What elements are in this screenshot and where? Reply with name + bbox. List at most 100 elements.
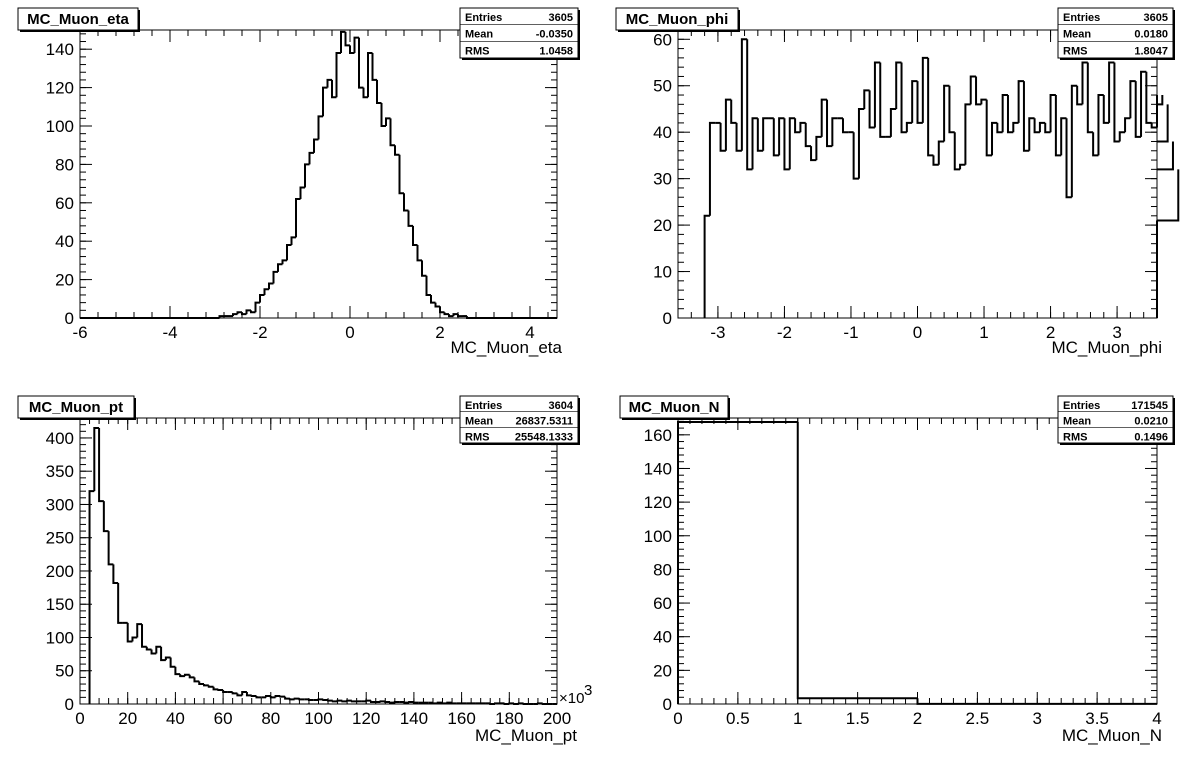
x-axis: -3 -2 -1 0 1 2 3 (677, 30, 1145, 342)
x-tick-label: -1 (843, 323, 858, 342)
plot-frame (79, 29, 558, 319)
histogram-bin (1102, 95, 1110, 124)
histogram-bin (1118, 131, 1126, 142)
y-tick-label: 250 (46, 529, 74, 548)
histogram-bin (255, 696, 262, 699)
histogram-bin (290, 236, 296, 246)
x-tick-label: -3 (710, 323, 725, 342)
histogram-bin (188, 674, 195, 679)
x-tick-label: 20 (118, 709, 137, 728)
stats-key-rms: RMS (1063, 45, 1087, 57)
histogram-bin (703, 214, 710, 318)
y-tick-label: 60 (653, 30, 672, 49)
histogram-bin (1145, 71, 1152, 124)
histogram-bin (735, 122, 742, 152)
histogram-bin (879, 62, 886, 138)
x-tick-label: 0 (75, 709, 84, 728)
x-tick-label: 60 (214, 709, 233, 728)
histogram-bin (350, 700, 357, 703)
stats-key-entries: Entries (465, 400, 502, 412)
histogram-bin (241, 691, 247, 696)
histogram-bin (857, 107, 865, 179)
histogram-bin (788, 117, 796, 170)
histogram-bin (991, 121, 998, 156)
x-tick-label: 3 (1112, 323, 1121, 342)
histogram-bin (740, 38, 748, 151)
histogram-bin (1033, 118, 1040, 134)
y-tick-label: 40 (55, 232, 74, 251)
histogram-bin (430, 294, 436, 304)
x-tick-label: 3.5 (1085, 709, 1109, 728)
histogram-bin (804, 122, 812, 148)
histogram-bin (403, 193, 409, 212)
y-tick-label: 60 (55, 194, 74, 213)
histogram-bin (164, 656, 171, 661)
plot-frame (79, 417, 558, 705)
histogram-bin (412, 701, 419, 704)
histogram-bin (980, 98, 987, 105)
histogram-bin (217, 689, 224, 692)
histogram-bin (117, 582, 123, 624)
x-tick-label: 2 (913, 709, 922, 728)
histogram-bin (293, 697, 300, 700)
x-axis-title: MC_Muon_N (1062, 726, 1162, 745)
histogram-bin (353, 36, 359, 54)
histogram-bin (263, 288, 269, 295)
histogram-bin (379, 700, 386, 703)
histogram-bin (1070, 84, 1078, 198)
histogram-bin (327, 699, 333, 702)
x-tick-label: 80 (261, 709, 280, 728)
histogram-bin (996, 122, 1003, 134)
x-tick-label: -6 (72, 323, 87, 342)
histogram-bin (385, 117, 391, 126)
y-tick-label: 10 (653, 263, 672, 282)
histogram-bars (677, 421, 1158, 705)
histogram-bin (102, 501, 109, 533)
histogram-bin (439, 306, 445, 314)
histogram-bin (150, 649, 157, 655)
histogram-bin (376, 79, 382, 104)
histogram-bin (730, 99, 737, 124)
histogram-bin (1028, 117, 1035, 151)
title-box (615, 7, 739, 31)
stats-value-mean: 0.0210 (1134, 416, 1168, 428)
histogram-bin (1097, 94, 1104, 156)
y-tick-label: 150 (46, 595, 74, 614)
histogram-bin (1134, 81, 1142, 138)
stats-key-rms: RMS (465, 431, 489, 443)
histogram-bin (772, 118, 780, 157)
histogram-bin (466, 316, 472, 319)
histogram-bin (259, 293, 265, 303)
x-tick-label: 40 (166, 709, 185, 728)
y-tick-label: 0 (65, 695, 74, 714)
stats-value-mean: 0.0180 (1134, 29, 1168, 41)
histogram-bin (863, 89, 870, 109)
x-axis: 0 0.5 1 1.5 2 2.5 3 3.5 4 (673, 418, 1162, 728)
histogram-bin (719, 122, 726, 152)
y-axis: 0 50 100 150 200 250 300 350 400 (46, 417, 557, 714)
plot-frame (677, 417, 1158, 705)
histogram-bin (193, 677, 200, 683)
histogram-bin (367, 52, 373, 98)
stats-key-mean: Mean (465, 416, 493, 428)
histogram-bin (434, 302, 440, 308)
histogram-bin (873, 61, 881, 128)
histogram-bin (1150, 122, 1157, 129)
histogram-bin (911, 80, 918, 123)
y-tick-label: 140 (644, 459, 672, 478)
histogram-bin (389, 701, 395, 704)
histogram-bin (295, 197, 301, 238)
histogram-bin (1012, 121, 1019, 133)
histogram-bin (969, 75, 977, 105)
histogram-bin (1140, 70, 1147, 137)
histogram-bin (1108, 61, 1115, 123)
histogram-title: MC_Muon_N (629, 399, 720, 416)
histogram-bin (371, 53, 377, 81)
histogram-bin (313, 138, 319, 153)
histogram-bin (265, 695, 271, 698)
histogram-bars (80, 30, 557, 319)
histogram-bin (1006, 95, 1014, 134)
x-tick-label: 1.5 (846, 709, 870, 728)
x-tick-label: 0 (345, 323, 354, 342)
